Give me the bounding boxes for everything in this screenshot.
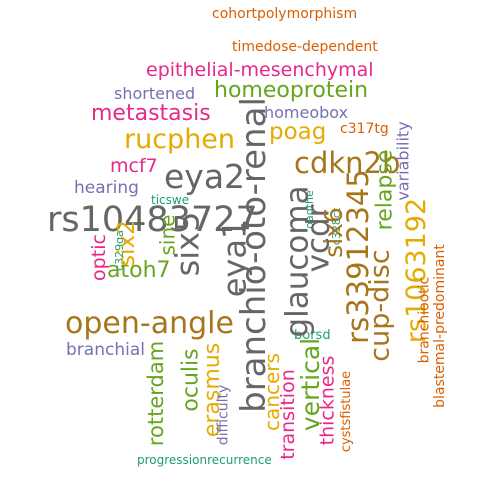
word-timedose-dependent: timedose-dependent [232, 39, 378, 55]
word-c317tg: c317tg [340, 121, 389, 137]
word-cup-disc: cup-disc [364, 249, 396, 362]
word-eya2: eya2 [164, 157, 246, 196]
word-rs10483727: rs10483727 [47, 200, 258, 240]
word-branchiootic: branchiootic [416, 276, 433, 364]
word-variability: variability [393, 121, 413, 201]
word-transition: transition [276, 369, 299, 460]
word-eya1: eya1 [215, 218, 254, 298]
word-sine: sine [155, 214, 180, 256]
word-ticswe: ticswe [151, 193, 190, 207]
word-cdkn2b: cdkn2b [294, 146, 401, 180]
word-difficulty: difficulty [215, 384, 232, 446]
word-metastasis: metastasis [91, 101, 211, 126]
word-rotterdam: rotterdam [144, 340, 169, 447]
word-cohortpolymorphism: cohortpolymorphism [212, 6, 358, 22]
word-borsd: borsd [294, 328, 331, 343]
word-homeoprotein: homeoprotein [214, 78, 369, 103]
word-hearing: hearing [74, 178, 139, 198]
word-open-angle: open-angle [65, 306, 234, 341]
word-rucphen: rucphen [124, 124, 236, 155]
word-homeobox: homeobox [264, 103, 349, 122]
word-branchial: branchial [66, 340, 145, 360]
word-progressionrecurrence: progressionrecurrence [137, 453, 272, 467]
word-thickness: thickness [316, 355, 339, 446]
word-optic: optic [87, 234, 110, 281]
word-atoh7: atoh7 [107, 258, 171, 283]
word-epithelial-mesenchymal: epithelial-mesenchymal [146, 59, 374, 81]
word-six2: six2 [113, 220, 140, 267]
word-mcf7: mcf7 [110, 155, 158, 177]
word-shortened: shortened [114, 84, 196, 103]
word-cystsfistulae: cystsfistulae [339, 370, 355, 453]
word-blastemal-predominant: blastemal-predominant [431, 244, 448, 408]
word-poag: poag [269, 119, 327, 145]
